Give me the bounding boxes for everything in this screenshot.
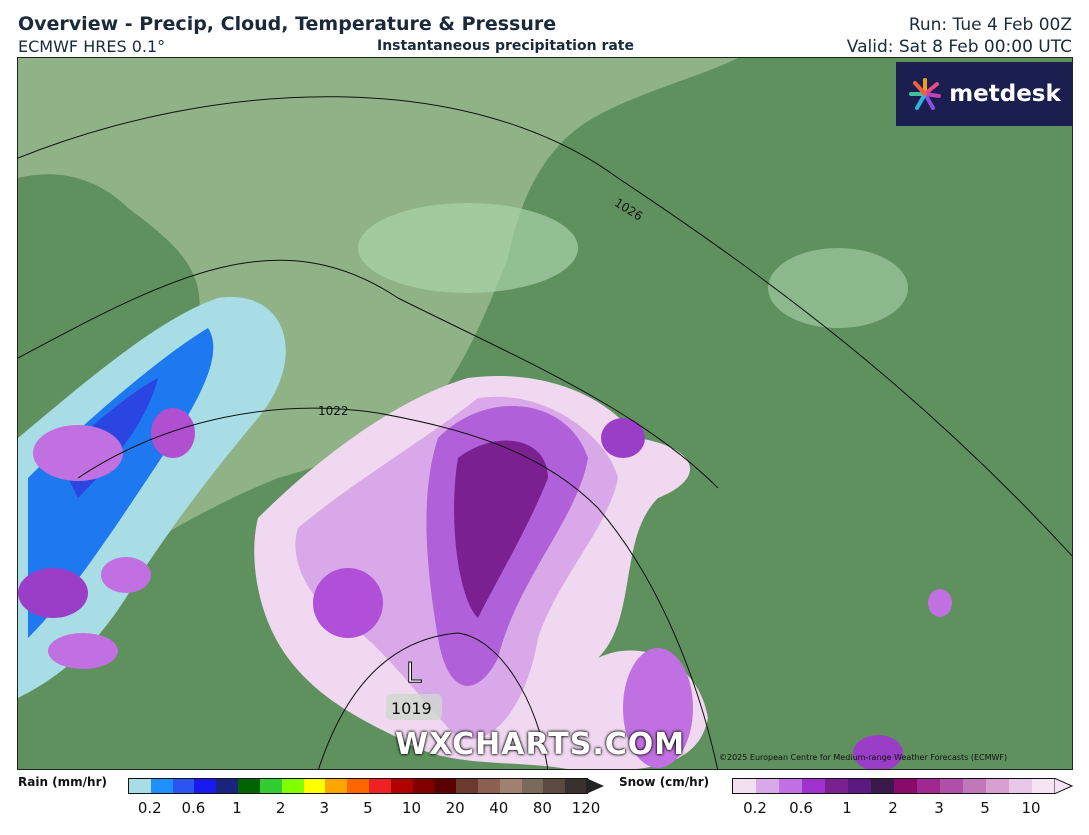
precipitation-map: 1026 1022 L 1019 [17, 57, 1073, 770]
low-pressure-value: 1019 [391, 699, 432, 718]
colorbar-tick-label: 0.6 [181, 799, 206, 817]
map-canvas: 1026 1022 L 1019 [18, 58, 1072, 769]
colorbar-swatch [478, 779, 500, 793]
colorbar-swatch [848, 779, 871, 793]
colorbar-swatch [412, 779, 435, 793]
copyright: ©2025 European Centre for Medium-range W… [719, 753, 1008, 762]
colorbar-swatch [390, 779, 413, 793]
colorbar-swatch [733, 779, 756, 793]
colorbar-swatch [347, 779, 369, 793]
colorbar-tick-label: 3 [934, 799, 944, 817]
colorbar-swatch [917, 779, 940, 793]
snow-colorbar [732, 778, 1056, 794]
model-name: ECMWF HRES 0.1° [18, 37, 166, 56]
rain-legend-label: Rain (mm/hr) [18, 775, 107, 789]
cloud [768, 248, 908, 328]
colorbar-swatch [871, 779, 894, 793]
colorbar-tick-label: 0.2 [137, 799, 162, 817]
rain-colorbar-arrow [586, 778, 604, 794]
colorbar-swatch [986, 779, 1009, 793]
isobars [18, 96, 1072, 769]
colorbar-swatch [259, 779, 282, 793]
colorbar-swatch [894, 779, 917, 793]
colorbar-swatch [281, 779, 304, 793]
colorbar-swatch [963, 779, 986, 793]
colorbar-swatch [325, 779, 348, 793]
valid-time: Valid: Sat 8 Feb 00:00 UTC [846, 37, 1072, 57]
colorbar-tick-label: 5 [980, 799, 990, 817]
run-time: Run: Tue 4 Feb 00Z [908, 15, 1072, 35]
colorbar-swatch [434, 779, 457, 793]
snow-area [18, 376, 952, 769]
colorbar-swatch [129, 779, 151, 793]
logo-text: metdesk [949, 81, 1061, 107]
colorbar-tick-label: 5 [363, 799, 373, 817]
colorbar-tick-label: 2 [888, 799, 898, 817]
colorbar-swatch [565, 779, 588, 793]
colorbar-swatch [940, 779, 963, 793]
low-pressure-symbol: L [406, 656, 422, 689]
colorbar-swatch [194, 779, 217, 793]
snow-colorbar-arrow [1054, 778, 1074, 794]
colorbar-tick-label: 20 [445, 799, 465, 817]
colorbar-tick-label: 0.6 [789, 799, 813, 817]
chart-title: Overview - Precip, Cloud, Temperature & … [18, 13, 557, 35]
colorbar-tick-label: 1 [842, 799, 852, 817]
chart-subtitle: Instantaneous precipitation rate [377, 38, 634, 54]
colorbar-swatch [303, 779, 326, 793]
colorbar-swatch [779, 779, 802, 793]
cloud [358, 203, 578, 293]
colorbar-swatch [150, 779, 173, 793]
snow-legend-label: Snow (cm/hr) [619, 775, 710, 789]
colorbar-tick-label: 3 [319, 799, 330, 817]
colorbar-swatch [802, 779, 825, 793]
colorbar-tick-label: 10 [1021, 799, 1041, 817]
colorbar-swatch [543, 779, 566, 793]
colorbar-swatch [499, 779, 522, 793]
metdesk-logo: metdesk [896, 62, 1072, 126]
colorbar-swatch [456, 779, 478, 793]
colorbar-swatch [1009, 779, 1032, 793]
watermark: WXCHARTS.COM [395, 727, 686, 762]
colorbar-swatch [825, 779, 848, 793]
colorbar-swatch [216, 779, 239, 793]
colorbar-tick-label: 10 [401, 799, 422, 817]
colorbar-swatch [368, 779, 391, 793]
rain-colorbar [128, 778, 588, 794]
colorbar-tick-label: 40 [489, 799, 509, 817]
colorbar-swatch [238, 779, 260, 793]
colorbar-swatch [756, 779, 779, 793]
colorbar-tick-label: 80 [532, 799, 552, 817]
colorbar-swatch [172, 779, 195, 793]
colorbar-tick-label: 120 [571, 799, 601, 817]
isobar-label: 1022 [318, 404, 349, 418]
colorbar-tick-label: 1 [232, 799, 242, 817]
metdesk-flower-icon [909, 78, 942, 110]
colorbar-tick-label: 0.2 [743, 799, 767, 817]
colorbar-swatch [521, 779, 544, 793]
colorbar-tick-label: 2 [275, 799, 286, 817]
colorbar-swatch [1032, 779, 1055, 793]
